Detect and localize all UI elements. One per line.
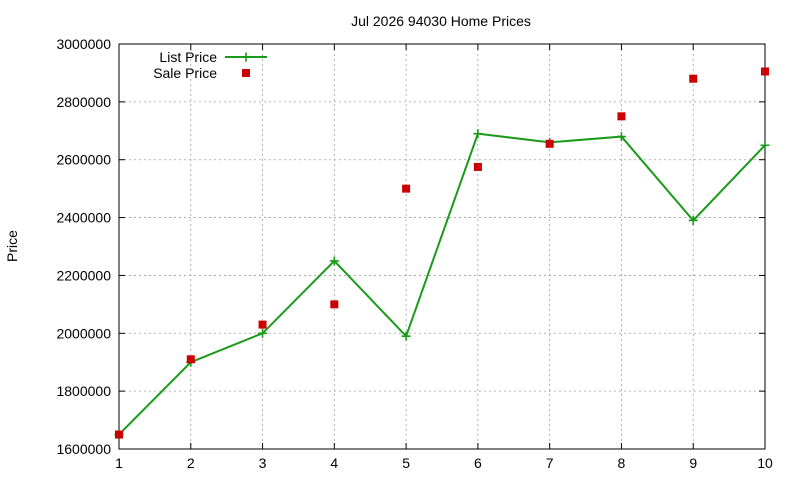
x-tick-label: 3 — [259, 455, 267, 471]
y-tick-label: 2800000 — [56, 94, 111, 110]
x-tick-label: 1 — [115, 455, 123, 471]
data-point-list-price — [258, 328, 268, 338]
data-point-list-price — [329, 256, 339, 266]
data-point-sale-price — [545, 139, 554, 148]
series — [114, 67, 770, 440]
data-point-sale-price — [617, 112, 626, 121]
x-tick-label: 7 — [546, 455, 554, 471]
series-line-list-price — [118, 132, 766, 436]
x-tick-label: 5 — [402, 455, 410, 471]
data-point-list-price — [473, 129, 483, 139]
grid — [119, 44, 765, 449]
y-tick-label: 2600000 — [56, 152, 111, 168]
x-tick-label: 10 — [757, 455, 773, 471]
data-point-list-price — [760, 140, 770, 150]
chart-title: Jul 2026 94030 Home Prices — [351, 13, 531, 29]
legend-swatch-marker — [242, 69, 250, 77]
x-tick-label: 2 — [187, 455, 195, 471]
y-tick-label: 1600000 — [56, 441, 111, 457]
data-point-sale-price — [402, 184, 411, 193]
data-point-sale-price — [258, 320, 267, 329]
data-point-list-price — [688, 215, 698, 225]
plot-frame — [118, 43, 766, 450]
y-tick-label: 3000000 — [56, 36, 111, 52]
y-tick-label: 2000000 — [56, 325, 111, 341]
y-tick-label: 2200000 — [56, 267, 111, 283]
legend-label: Sale Price — [153, 65, 217, 81]
data-point-list-price — [401, 331, 411, 341]
data-point-sale-price — [473, 162, 482, 171]
data-point-sale-price — [330, 300, 339, 309]
legend-swatch-marker — [241, 52, 251, 62]
data-point-sale-price — [689, 74, 698, 83]
data-point-sale-price — [761, 67, 769, 76]
data-point-sale-price — [115, 430, 123, 439]
data-point-sale-price — [186, 355, 195, 364]
data-point-list-price — [616, 132, 626, 142]
y-tick-label: 1800000 — [56, 383, 111, 399]
y-tick-label: 2400000 — [56, 210, 111, 226]
legend-label: List Price — [159, 49, 217, 65]
y-axis-label: Price — [4, 230, 20, 262]
x-tick-label: 6 — [474, 455, 482, 471]
x-tick-label: 8 — [618, 455, 626, 471]
x-tick-label: 9 — [689, 455, 697, 471]
x-tick-label: 4 — [330, 455, 338, 471]
axes: 1 2 3 4 5 6 7 8 9 10 1600000 1800000 2000000 2200000 2… — [56, 36, 773, 471]
